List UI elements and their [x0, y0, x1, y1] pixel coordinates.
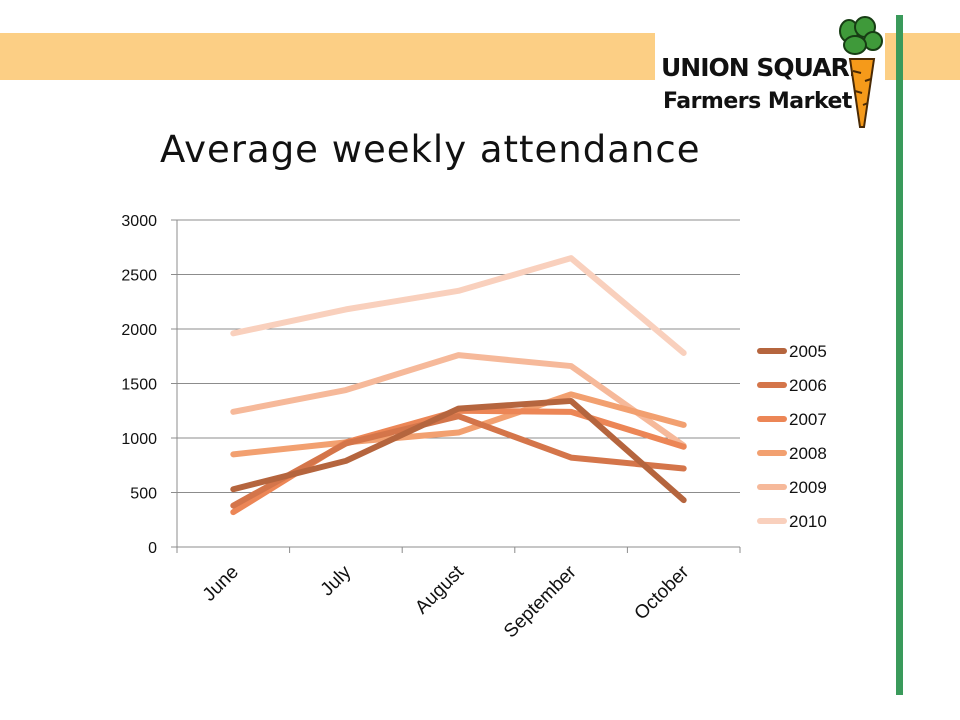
series-line-2010: [230, 255, 687, 356]
series-line-2006: [230, 413, 687, 509]
x-tick-label: October: [631, 561, 694, 624]
x-tick-label: June: [199, 562, 243, 606]
legend-label-2009: 2009: [789, 478, 827, 497]
logo-text-union-square: UNION SQUARE: [661, 53, 866, 82]
y-tick-label: 3000: [121, 213, 157, 230]
header-band: [0, 33, 655, 80]
x-tick-label: July: [317, 561, 356, 600]
legend-label-2007: 2007: [789, 410, 827, 429]
legend-label-2010: 2010: [789, 512, 827, 531]
y-tick-label: 2000: [121, 322, 157, 339]
legend-label-2008: 2008: [789, 444, 827, 463]
y-tick-label: 1500: [121, 377, 157, 394]
chart-title: Average weekly attendance: [160, 128, 701, 171]
carrot-icon: [839, 16, 883, 128]
union-square-logo: UNION SQUARE Farmers Market: [655, 15, 885, 135]
legend-label-2006: 2006: [789, 376, 827, 395]
y-tick-label: 0: [148, 540, 157, 557]
series-line-2005: [230, 397, 687, 504]
legend-label-2005: 2005: [789, 342, 827, 361]
y-tick-label: 2500: [121, 268, 157, 285]
series-line-2008: [230, 391, 687, 458]
x-tick-label: August: [411, 561, 468, 618]
y-tick-label: 500: [130, 486, 157, 503]
side-rail: [896, 15, 903, 695]
x-tick-label: September: [500, 561, 581, 642]
series-line-2009: [230, 352, 687, 449]
logo-text-farmers-market: Farmers Market: [663, 89, 852, 114]
y-tick-label: 1000: [121, 431, 157, 448]
